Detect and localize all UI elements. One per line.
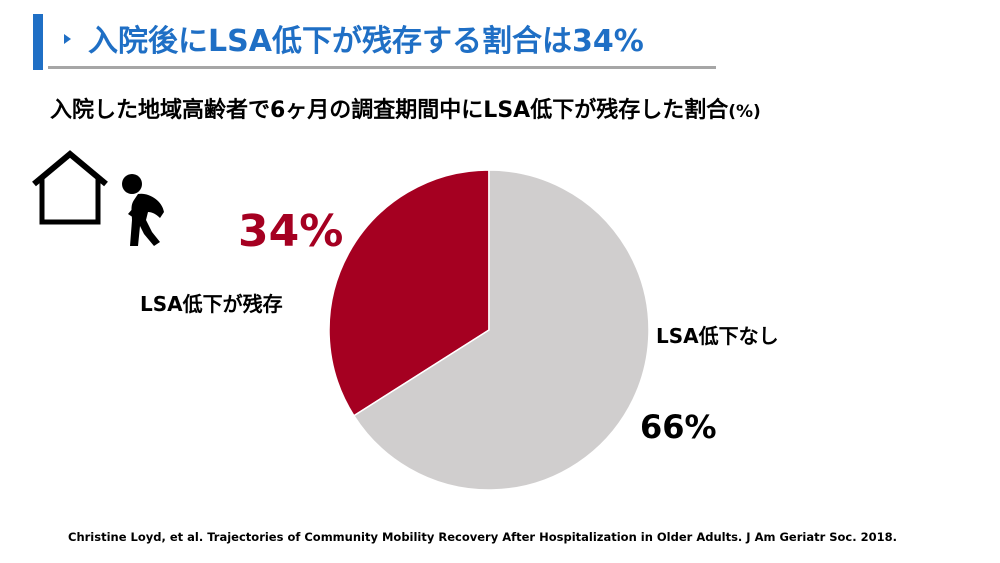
title-underline bbox=[48, 66, 716, 69]
slice-remain-category-label: LSA低下が残存 bbox=[140, 292, 283, 316]
subtitle-unit: (%) bbox=[728, 102, 761, 122]
slide-title: 入院後にLSA低下が残存する割合は34% bbox=[88, 24, 644, 59]
pie-slice-none bbox=[352, 169, 650, 491]
citation: Christine Loyd, et al. Trajectories of C… bbox=[68, 530, 897, 544]
chart-subtitle: 入院した地域高齢者で6ヶ月の調査期間中にLSA低下が残存した割合(%) bbox=[50, 92, 761, 124]
slice-remain-value-label: 34% bbox=[238, 206, 344, 257]
pie-slice-remain bbox=[328, 169, 490, 417]
house-outline-icon bbox=[32, 150, 108, 225]
slice-none-value-label: 66% bbox=[640, 408, 717, 446]
slice-none-category-label: LSA低下なし bbox=[656, 324, 779, 348]
stooped-person-icon bbox=[122, 174, 164, 246]
title-arrow-icon bbox=[64, 34, 71, 44]
subtitle-text: 入院した地域高齢者で6ヶ月の調査期間中にLSA低下が残存した割合 bbox=[50, 98, 729, 123]
title-accent-bar bbox=[33, 14, 43, 70]
